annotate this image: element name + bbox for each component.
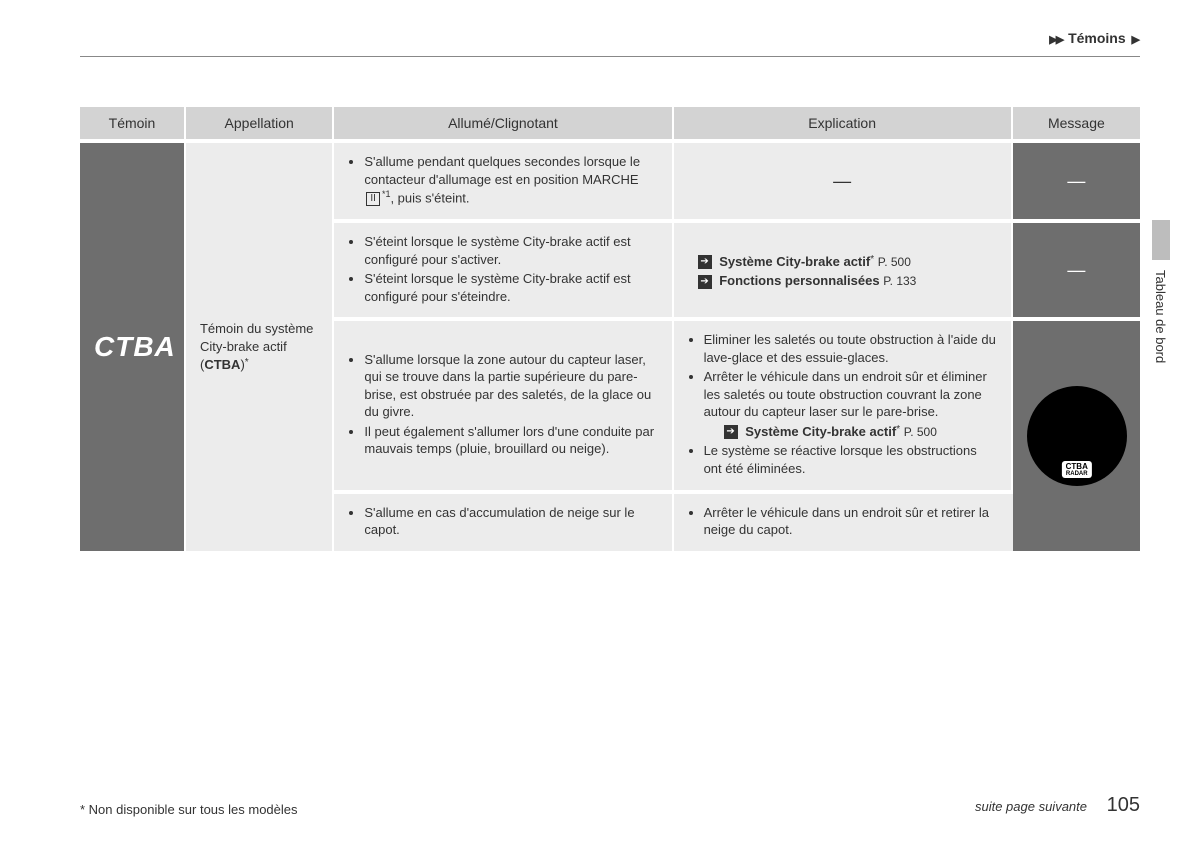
- col-allume: Allumé/Clignotant: [334, 107, 673, 139]
- list-item: Le système se réactive lorsque les obstr…: [704, 442, 997, 477]
- page-number: 105: [1107, 794, 1140, 816]
- text: , puis s'éteint.: [390, 190, 469, 205]
- msg-cell: —: [1013, 139, 1140, 219]
- expl-cell: Arrêter le véhicule dans un endroit sûr …: [674, 490, 1013, 551]
- breadcrumb: ▶▶ Témoins ▶: [1049, 30, 1140, 46]
- position-ii-icon: II: [366, 192, 380, 206]
- asterisk: *: [896, 424, 900, 435]
- indicator-cell: CTBA: [80, 139, 186, 551]
- allume-cell: S'allume en cas d'accumulation de neige …: [334, 490, 673, 551]
- msg-cell: CTBA RADAR: [1013, 317, 1140, 550]
- side-tab-marker: [1152, 220, 1170, 260]
- ref-page: P. 500: [878, 255, 911, 269]
- col-message: Message: [1013, 107, 1140, 139]
- dash: —: [1067, 171, 1085, 191]
- ref-label: Fonctions personnalisées: [719, 273, 879, 288]
- cross-ref: ➔ Fonctions personnalisées P. 133: [688, 272, 997, 290]
- ref-page: P. 500: [904, 425, 937, 439]
- list-item: Il peut également s'allumer lors d'une c…: [364, 423, 657, 458]
- continued-label: suite page suivante: [975, 799, 1087, 814]
- appellation-bold: CTBA: [204, 357, 240, 372]
- col-temoin: Témoin: [80, 107, 186, 139]
- list-item: S'éteint lorsque le système City-brake a…: [364, 270, 657, 305]
- cross-ref: ➔ Système City-brake actif* P. 500: [688, 253, 997, 271]
- asterisk: *: [245, 357, 249, 368]
- list-item: Arrêter le véhicule dans un endroit sûr …: [704, 504, 999, 539]
- triangle-icon: ▶▶: [1049, 34, 1062, 46]
- ref-page: P. 133: [883, 274, 916, 288]
- ref-arrow-icon: ➔: [724, 425, 738, 439]
- page-footer: * Non disponible sur tous les modèles su…: [80, 794, 1140, 817]
- allume-cell: S'éteint lorsque le système City-brake a…: [334, 219, 673, 317]
- col-appellation: Appellation: [186, 107, 334, 139]
- expl-cell: ➔ Système City-brake actif* P. 500 ➔ Fon…: [674, 219, 1013, 317]
- col-explication: Explication: [674, 107, 1013, 139]
- msg-cell: —: [1013, 219, 1140, 317]
- crumb-text: Témoins: [1068, 30, 1126, 46]
- indicator-table: Témoin Appellation Allumé/Clignotant Exp…: [80, 107, 1140, 551]
- appellation-cell: Témoin du système City-brake actif (CTBA…: [186, 139, 334, 551]
- allume-cell: S'allume lorsque la zone autour du capte…: [334, 317, 673, 489]
- footer-right: suite page suivante 105: [975, 794, 1140, 817]
- header-row: Témoin Appellation Allumé/Clignotant Exp…: [80, 107, 1140, 139]
- dash: —: [833, 171, 851, 191]
- triangle-icon: ▶: [1132, 34, 1138, 46]
- ctba-badge: CTBA RADAR: [1062, 461, 1092, 478]
- dash: —: [1067, 260, 1085, 280]
- side-tab-label: Tableau de bord: [1153, 270, 1168, 363]
- indicator-symbol: CTBA: [94, 328, 170, 366]
- text: S'allume pendant quelques secondes lorsq…: [364, 154, 640, 187]
- ref-label: Système City-brake actif: [745, 424, 896, 439]
- cross-ref: ➔ Système City-brake actif* P. 500: [704, 423, 997, 441]
- breadcrumb-bar: ▶▶ Témoins ▶: [80, 30, 1140, 57]
- expl-cell: —: [674, 139, 1013, 219]
- text: Arrêter le véhicule dans un endroit sûr …: [704, 369, 987, 419]
- ctba-display-icon: CTBA RADAR: [1027, 386, 1127, 486]
- list-item: S'éteint lorsque le système City-brake a…: [364, 233, 657, 268]
- ref-label: Système City-brake actif: [719, 254, 870, 269]
- ref-arrow-icon: ➔: [698, 255, 712, 269]
- badge-top: CTBA: [1066, 462, 1088, 471]
- table-row: CTBA Témoin du système City-brake actif …: [80, 139, 1140, 219]
- list-item: S'allume en cas d'accumulation de neige …: [364, 504, 657, 539]
- asterisk: *: [870, 254, 874, 265]
- allume-cell: S'allume pendant quelques secondes lorsq…: [334, 139, 673, 219]
- ref-arrow-icon: ➔: [698, 275, 712, 289]
- badge-bottom: RADAR: [1066, 471, 1088, 477]
- list-item: S'allume lorsque la zone autour du capte…: [364, 351, 657, 421]
- list-item: Arrêter le véhicule dans un endroit sûr …: [704, 368, 997, 440]
- list-item: S'allume pendant quelques secondes lorsq…: [364, 153, 657, 207]
- expl-cell: Eliminer les saletés ou toute obstructio…: [674, 317, 1013, 489]
- footnote: * Non disponible sur tous les modèles: [80, 802, 298, 817]
- list-item: Eliminer les saletés ou toute obstructio…: [704, 331, 997, 366]
